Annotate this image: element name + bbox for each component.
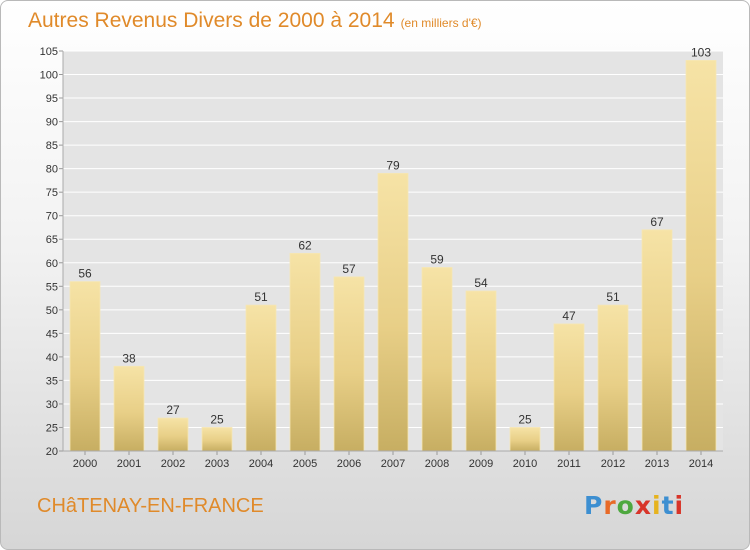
x-tick-label: 2006: [337, 458, 361, 470]
y-tick-label: 20: [46, 446, 58, 458]
bar-value-label: 47: [562, 309, 576, 323]
bar-value-label: 57: [342, 262, 356, 276]
bar-value-label: 56: [78, 267, 92, 281]
bar-value-label: 51: [254, 290, 268, 304]
x-tick-label: 2010: [513, 458, 537, 470]
x-tick-label: 2004: [249, 458, 273, 470]
x-tick-label: 2009: [469, 458, 493, 470]
y-tick-label: 100: [40, 70, 58, 82]
x-tick-label: 2005: [293, 458, 317, 470]
bar-value-label: 25: [518, 412, 532, 426]
y-tick-label: 105: [40, 46, 58, 58]
x-tick-label: 2012: [601, 458, 625, 470]
bar-value-label: 54: [474, 276, 488, 290]
x-tick-label: 2008: [425, 458, 449, 470]
x-axis-ticks: 2000 2001 2002 2003 2004 2005 2006 2007 2008 2009…: [63, 450, 723, 470]
y-tick-label: 45: [46, 328, 58, 340]
x-tick-label: 2002: [161, 458, 185, 470]
y-tick-label: 60: [46, 258, 58, 270]
y-tick-label: 50: [46, 305, 58, 317]
y-tick-label: 25: [46, 422, 58, 434]
bar-value-label: 59: [430, 252, 444, 266]
x-tick-label: 2011: [557, 458, 581, 470]
logo-letter: o: [616, 491, 635, 520]
bar-value-label: 25: [210, 412, 224, 426]
logo-letter: i: [652, 491, 662, 520]
y-tick-label: 80: [46, 164, 58, 176]
bar-2000: [69, 281, 101, 452]
x-tick-label: 2003: [205, 458, 229, 470]
proxiti-logo[interactable]: Proxiti: [584, 491, 684, 520]
x-tick-label: 2001: [117, 458, 141, 470]
bar-2010: [509, 427, 541, 452]
bar-value-label: 79: [386, 158, 400, 172]
bar-2013: [641, 229, 673, 452]
y-tick-label: 70: [46, 211, 58, 223]
y-axis-ticks: 20 25 30 35 40 45 50 55 60 65 70 75 80 85 90 95 100 105: [40, 46, 64, 458]
bar-2008: [421, 267, 453, 452]
bar-2001: [113, 365, 145, 452]
y-tick-label: 65: [46, 234, 58, 246]
bars: [69, 60, 717, 452]
logo-letter: t: [661, 491, 675, 520]
bar-2007: [377, 172, 409, 452]
bar-value-label: 27: [166, 403, 180, 417]
logo-letter: P: [584, 491, 604, 520]
chart-title: Autres Revenus Divers de 2000 à 2014 (en …: [28, 9, 482, 33]
y-tick-label: 75: [46, 187, 58, 199]
y-tick-label: 55: [46, 281, 58, 293]
bar-2005: [289, 252, 321, 452]
bar-2009: [465, 290, 497, 452]
bar-value-label: 62: [298, 238, 312, 252]
bar-2011: [553, 323, 585, 452]
bar-2014: [685, 60, 717, 452]
bar-2006: [333, 276, 365, 452]
bar-2012: [597, 304, 629, 452]
chart-subtitle: (en milliers d'€): [400, 16, 482, 30]
logo-letter: i: [674, 491, 685, 520]
bar-value-label: 51: [606, 290, 620, 304]
x-tick-label: 2014: [689, 458, 713, 470]
bar-value-label: 38: [122, 351, 136, 365]
x-tick-label: 2007: [381, 458, 405, 470]
logo-letter: x: [634, 491, 652, 520]
logo-letter: r: [603, 491, 617, 520]
x-tick-label: 2013: [645, 458, 669, 470]
y-tick-label: 90: [46, 117, 58, 129]
x-tick-label: 2000: [73, 458, 97, 470]
bar-value-label: 67: [650, 215, 664, 229]
y-tick-label: 95: [46, 93, 58, 105]
y-tick-label: 30: [46, 399, 58, 411]
y-tick-label: 85: [46, 140, 58, 152]
bar-2002: [157, 417, 189, 452]
bar-value-label: 103: [691, 45, 711, 59]
bar-2003: [201, 427, 233, 452]
y-tick-label: 40: [46, 352, 58, 364]
chart-title-text: Autres Revenus Divers de 2000 à 2014: [28, 9, 395, 32]
bar-value-labels: 56 38 27 25 51 62 57 79 59 54 25 47 51 67 103: [78, 45, 711, 426]
y-tick-label: 35: [46, 375, 58, 387]
location-label: CHâTENAY-EN-FRANCE: [37, 495, 264, 517]
bar-2004: [245, 304, 277, 452]
